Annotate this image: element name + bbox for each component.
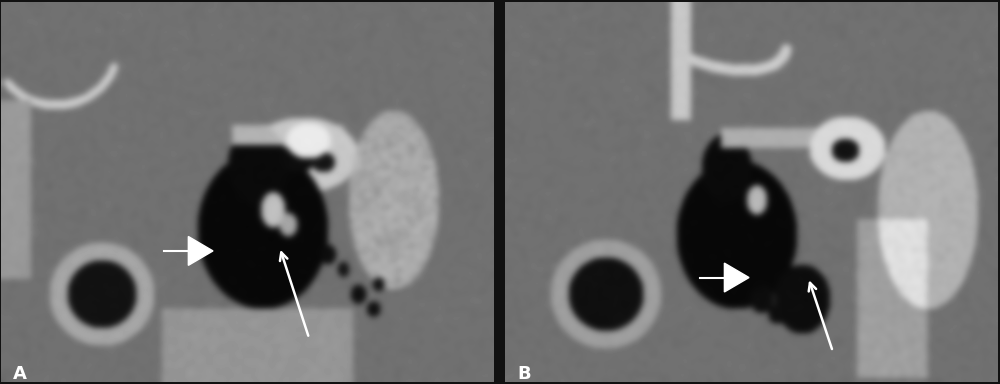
Text: B: B — [517, 365, 531, 383]
Polygon shape — [188, 237, 213, 265]
Polygon shape — [724, 263, 749, 292]
Text: A: A — [13, 365, 27, 383]
